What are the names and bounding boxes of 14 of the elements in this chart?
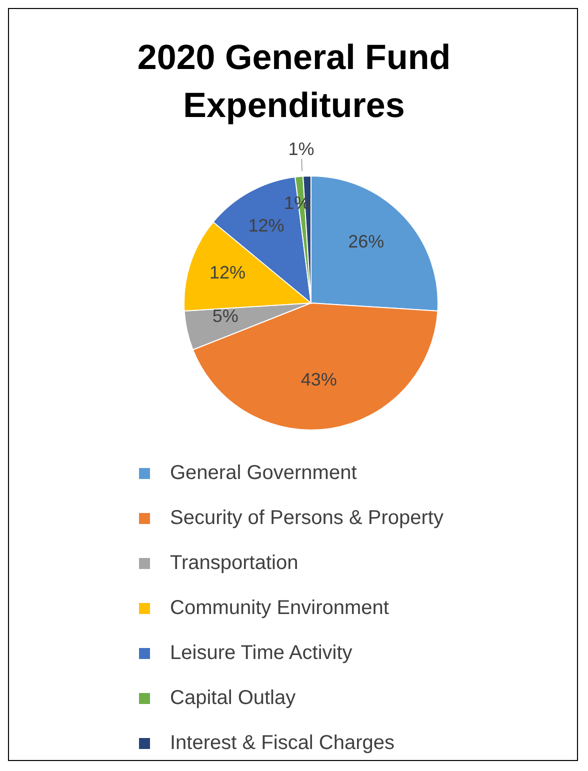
- legend-label: General Government: [170, 462, 357, 485]
- legend-label: Security of Persons & Property: [170, 507, 444, 530]
- legend-label: Leisure Time Activity: [170, 642, 352, 665]
- data-label: 26%: [348, 231, 384, 252]
- data-label: 5%: [212, 306, 238, 326]
- legend-label: Interest & Fiscal Charges: [170, 732, 395, 755]
- legend-label: Capital Outlay: [170, 687, 296, 710]
- data-label: 43%: [300, 370, 337, 390]
- legend-label: Transportation: [170, 552, 298, 575]
- data-label: 12%: [209, 262, 246, 282]
- data-label: 12%: [248, 216, 284, 236]
- data-label: 1%: [288, 139, 314, 160]
- legend-label: Community Environment: [170, 597, 389, 620]
- chart-title: 2020 General Fund Expenditures: [136, 37, 452, 127]
